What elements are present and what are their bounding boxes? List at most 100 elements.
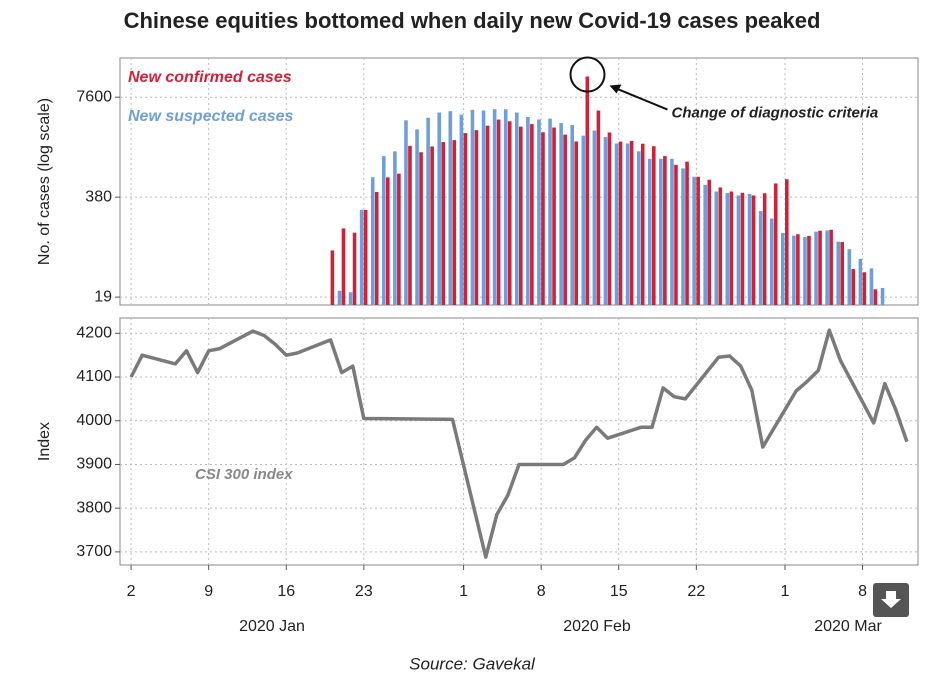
bar xyxy=(459,114,464,305)
bar xyxy=(659,158,663,305)
bar xyxy=(408,145,412,305)
bar xyxy=(596,110,601,305)
legend-label: New suspected cases xyxy=(128,108,294,125)
bar xyxy=(419,152,423,305)
x-tick-label: 15 xyxy=(610,583,628,600)
bar xyxy=(707,179,712,305)
y-tick-label: 4200 xyxy=(76,325,112,342)
bar xyxy=(636,151,641,305)
bar xyxy=(607,132,612,305)
bar xyxy=(803,237,807,305)
bar xyxy=(526,116,530,305)
bar xyxy=(718,187,723,305)
bar xyxy=(847,249,852,305)
bar xyxy=(762,193,767,305)
bar xyxy=(337,290,342,305)
bar xyxy=(537,119,541,306)
y-tick-label: 7600 xyxy=(76,88,112,105)
bar xyxy=(829,229,833,305)
bar xyxy=(352,232,357,305)
y-tick-label: 3900 xyxy=(76,456,112,473)
bar xyxy=(703,184,708,305)
bar xyxy=(785,179,789,305)
y-axis-label: No. of cases (log scale) xyxy=(36,98,53,265)
bar xyxy=(714,191,719,305)
bar xyxy=(858,258,863,305)
bar xyxy=(359,209,364,305)
plot-frame xyxy=(119,317,919,566)
bar xyxy=(873,289,878,305)
bar xyxy=(404,120,408,306)
annotation-arrow xyxy=(611,85,668,111)
bar xyxy=(437,112,442,305)
bar xyxy=(692,176,696,305)
bar xyxy=(773,183,778,305)
y-tick-label: 380 xyxy=(85,188,112,205)
bar xyxy=(758,211,763,305)
bar xyxy=(781,232,785,305)
bar xyxy=(541,132,545,305)
x-tick-label: 16 xyxy=(277,583,295,600)
bar xyxy=(880,287,885,305)
bar xyxy=(474,130,479,305)
x-tick-label: 8 xyxy=(537,583,546,600)
bar xyxy=(374,191,379,305)
y-tick-label: 3700 xyxy=(76,543,112,560)
bar xyxy=(696,176,700,305)
bar xyxy=(515,112,519,305)
bar xyxy=(747,193,752,305)
bar xyxy=(563,134,567,305)
y-tick-label: 19 xyxy=(94,288,112,305)
bar xyxy=(729,191,734,305)
x-group-label: 2020 Mar xyxy=(814,618,882,635)
annotation-arrowhead xyxy=(609,84,622,94)
chart-title: Chinese equities bottomed when daily new… xyxy=(124,8,821,33)
bar xyxy=(836,241,841,305)
source: Source: Gavekal xyxy=(409,654,536,673)
bar xyxy=(363,209,368,305)
bar xyxy=(814,231,818,305)
y-tick-label: 4100 xyxy=(76,368,112,385)
x-tick-label: 23 xyxy=(355,583,373,600)
bar xyxy=(370,177,375,305)
bar xyxy=(452,140,457,305)
download-icon[interactable] xyxy=(881,591,901,608)
bar xyxy=(426,117,430,305)
bar xyxy=(430,146,434,305)
y-tick-label: 4000 xyxy=(76,412,112,429)
bar xyxy=(548,118,552,306)
bar xyxy=(869,268,874,305)
bar xyxy=(585,76,590,305)
bar xyxy=(614,143,619,305)
bar xyxy=(685,161,689,305)
bar xyxy=(851,269,856,305)
x-tick-label: 22 xyxy=(687,583,705,600)
bar xyxy=(574,141,579,305)
bar xyxy=(681,168,685,305)
download-button[interactable] xyxy=(873,583,909,617)
x-group-label: 2020 Feb xyxy=(563,618,631,635)
bar xyxy=(674,164,678,305)
bar xyxy=(481,110,486,305)
bar xyxy=(519,126,523,305)
bar xyxy=(330,250,335,305)
bar xyxy=(629,140,634,305)
bar xyxy=(386,177,390,305)
bar xyxy=(818,230,822,305)
bar xyxy=(581,135,586,305)
x-tick-label: 8 xyxy=(858,583,867,600)
annotation: Change of diagnostic criteria xyxy=(672,105,879,122)
y-axis-label: Index xyxy=(36,422,53,461)
bar xyxy=(463,133,468,305)
x-tick-label: 1 xyxy=(781,583,790,600)
bar xyxy=(840,242,845,305)
x-tick-label: 9 xyxy=(204,583,213,600)
bar xyxy=(485,125,490,306)
legend-label: New confirmed cases xyxy=(128,69,292,86)
bar xyxy=(496,119,501,305)
bar xyxy=(592,130,597,305)
bar xyxy=(769,218,774,305)
bar xyxy=(382,156,386,305)
bar xyxy=(807,235,811,305)
